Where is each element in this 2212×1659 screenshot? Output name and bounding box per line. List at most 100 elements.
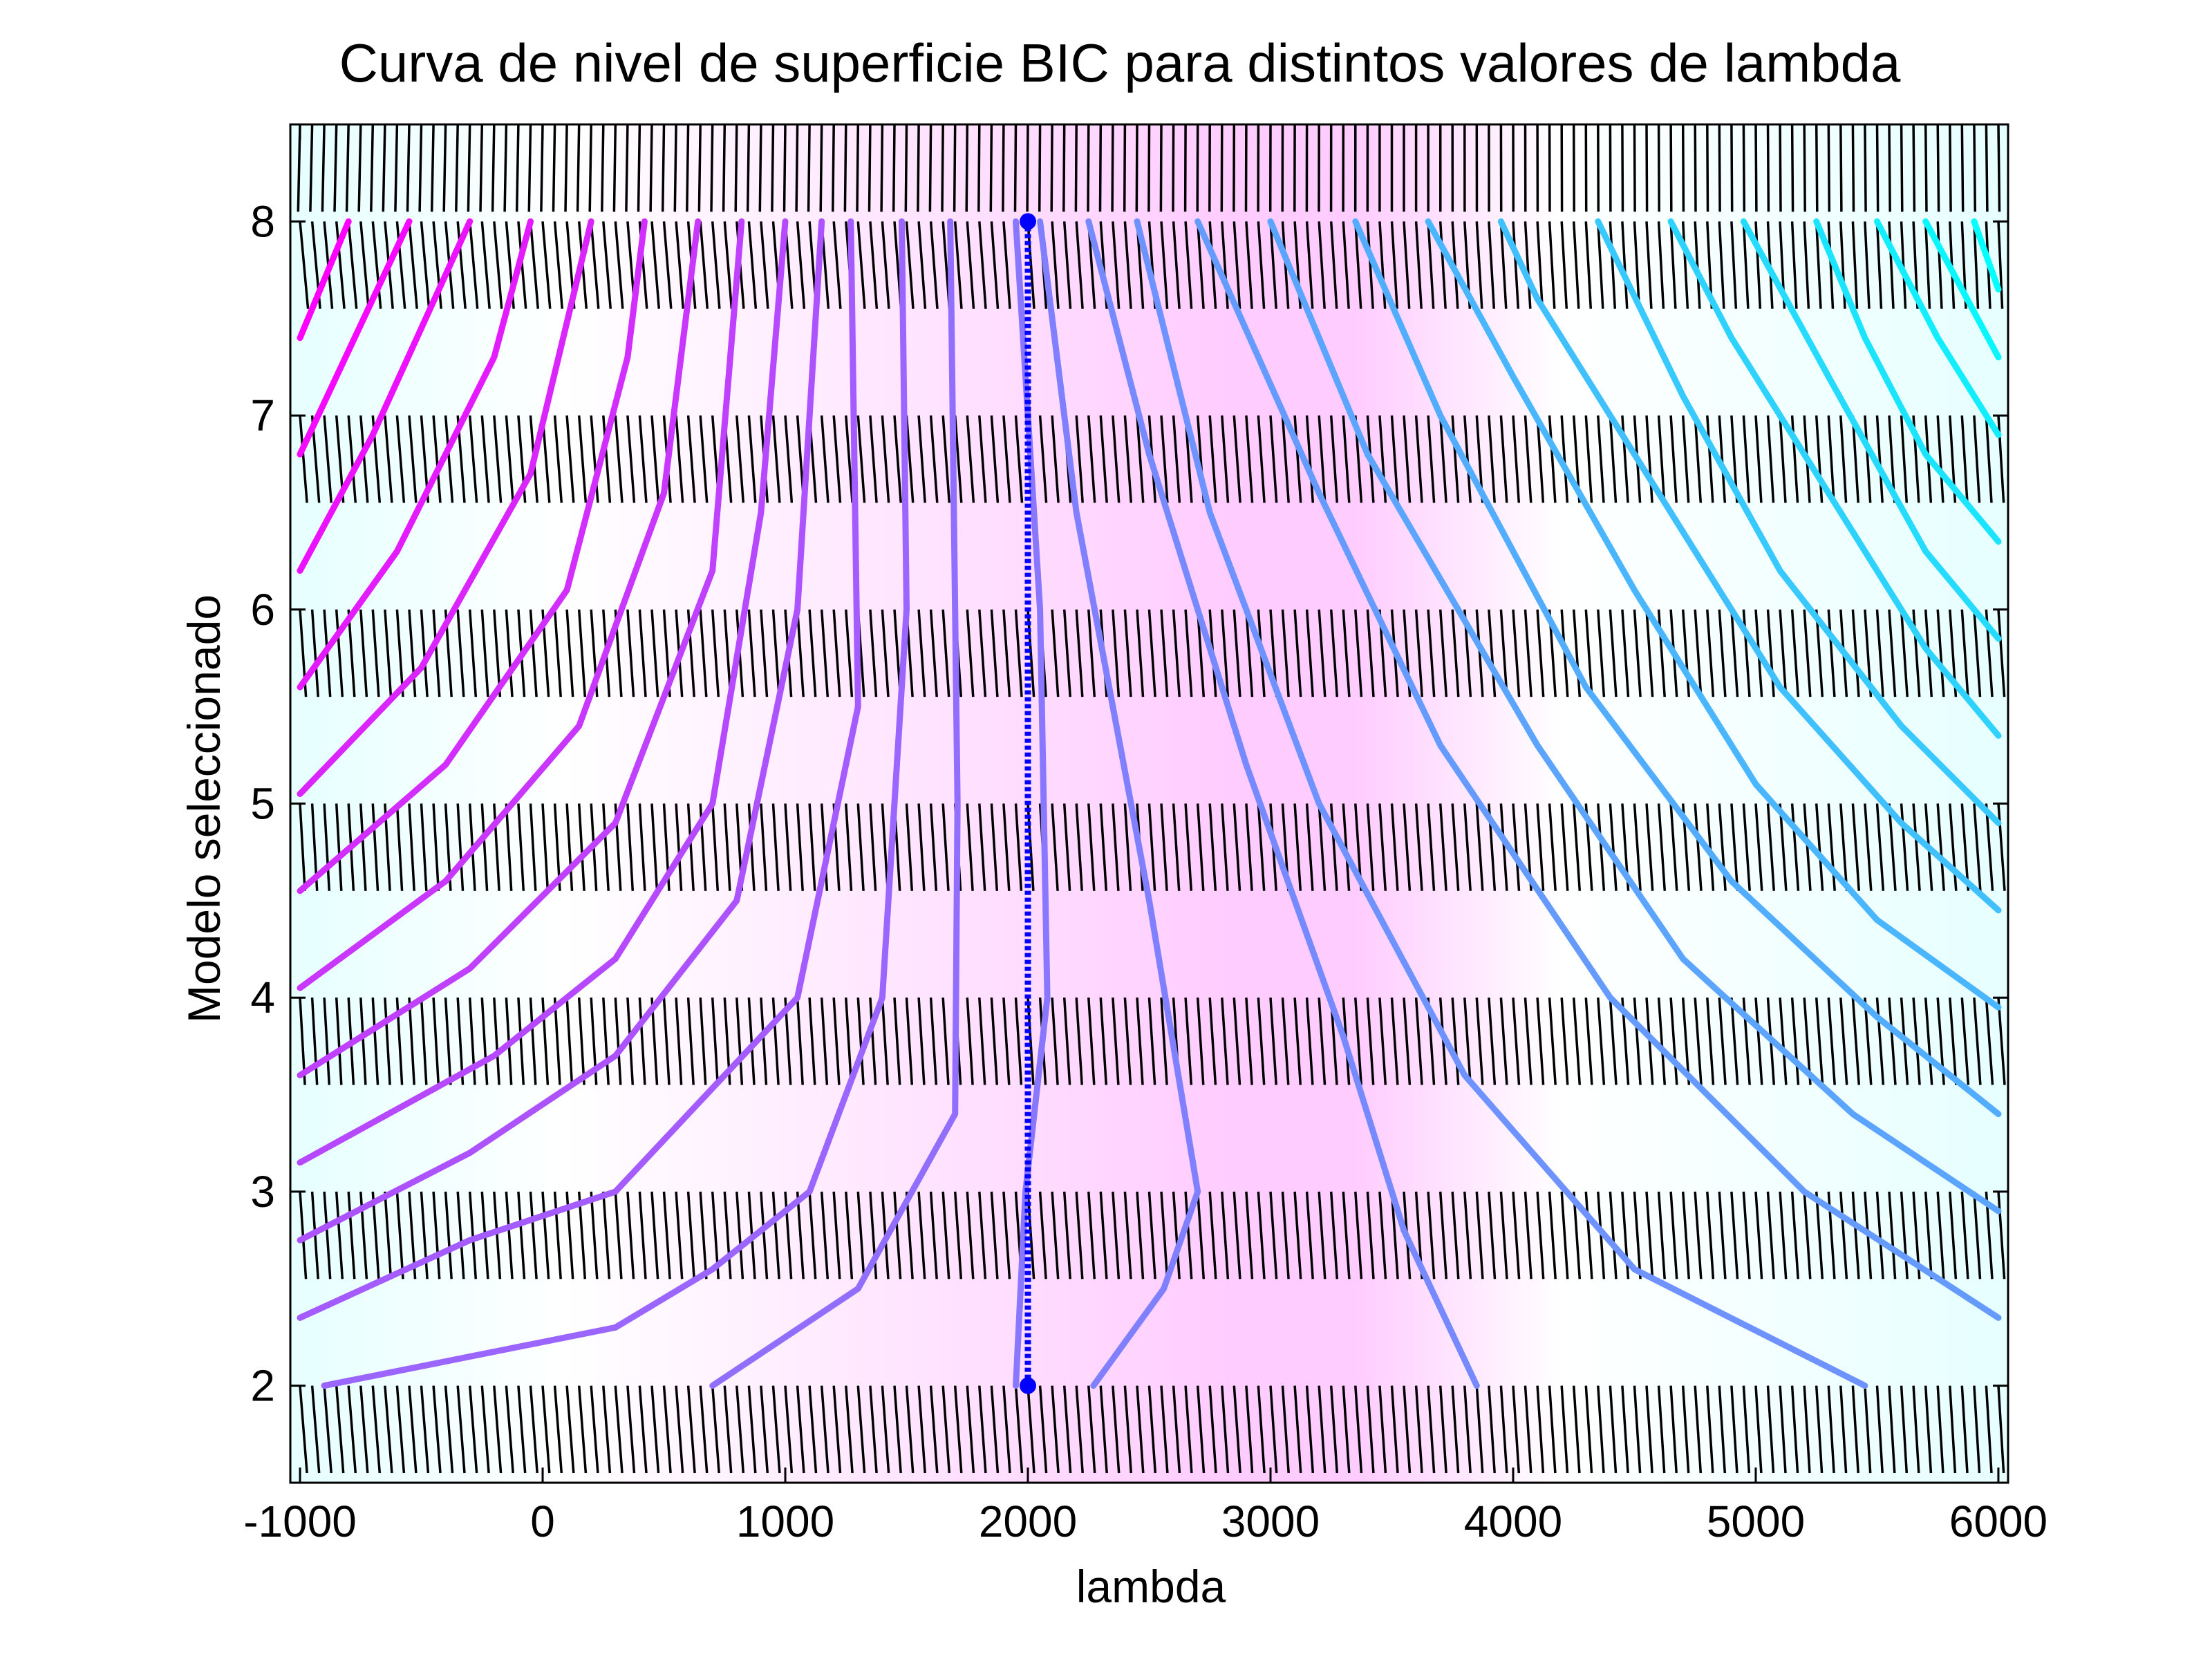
quiver-arrow [590, 1385, 599, 1474]
quiver-arrow [1075, 221, 1084, 309]
quiver-arrow [1779, 997, 1788, 1085]
quiver-arrow [1827, 609, 1836, 697]
quiver-arrow [1111, 124, 1114, 212]
quiver-arrow [1681, 609, 1691, 697]
quiver-arrow [1220, 124, 1224, 212]
quiver-arrow [1997, 415, 2005, 503]
quiver-arrow [1123, 415, 1133, 503]
quiver-arrow [1803, 609, 1812, 697]
quiver-arrow [1099, 1191, 1108, 1280]
quiver-arrow [1985, 124, 1989, 212]
quiver-arrow [1694, 1385, 1703, 1474]
quiver-arrow [1051, 221, 1060, 309]
quiver-arrow [529, 1191, 538, 1280]
quiver-arrow [1742, 415, 1751, 503]
quiver-arrow [1839, 803, 1848, 891]
contour-line [297, 218, 825, 1244]
quiver-arrow [565, 415, 575, 503]
quiver-arrow [1754, 997, 1763, 1085]
quiver-arrow [1536, 415, 1545, 503]
quiver-arrow [1900, 415, 1909, 503]
quiver-arrow [1257, 1385, 1266, 1474]
quiver-arrow [1293, 997, 1302, 1085]
quiver-arrow [929, 997, 938, 1085]
quiver-arrow [905, 803, 914, 891]
quiver-arrow [990, 415, 1000, 503]
quiver-arrow [455, 124, 459, 212]
quiver-arrow [432, 1385, 442, 1474]
quiver-arrow [1851, 1191, 1860, 1280]
quiver-arrow [614, 1191, 623, 1280]
quiver-arrow [1232, 803, 1241, 891]
contour-line [1352, 218, 2002, 1118]
quiver-arrow [1912, 997, 1921, 1085]
contour-line [297, 218, 352, 341]
quiver-arrow [1196, 124, 1199, 212]
quiver-arrow [1232, 997, 1241, 1085]
quiver-arrow [990, 803, 999, 891]
quiver-arrow [1305, 415, 1315, 503]
quiver-arrow [626, 803, 635, 891]
quiver-arrow [370, 124, 375, 212]
quiver-arrow [1160, 1191, 1169, 1280]
quiver-arrow [990, 221, 1000, 309]
quiver-arrow [1099, 803, 1108, 891]
quiver-arrow [905, 221, 915, 309]
quiver-arrow [371, 221, 382, 309]
quiver-arrow [1221, 997, 1229, 1085]
quiver-arrow [1463, 1191, 1472, 1280]
quiver-arrow [1924, 221, 1931, 309]
quiver-arrow [1318, 415, 1327, 503]
quiver-arrow [1706, 803, 1715, 891]
quiver-arrow [905, 415, 915, 503]
quiver-arrow [845, 997, 853, 1085]
quiver-arrow [1451, 415, 1460, 503]
quiver-arrow [856, 1191, 865, 1280]
quiver-arrow [1584, 609, 1593, 697]
quiver-arrow [808, 609, 817, 697]
quiver-arrow [1524, 415, 1533, 503]
quiver-arrow [771, 803, 780, 891]
quiver-arrow [1779, 124, 1782, 212]
quiver-arrow [869, 609, 878, 697]
quiver-arrow [408, 803, 415, 891]
quiver-arrow [1864, 997, 1873, 1085]
contour-line [297, 218, 745, 1078]
quiver-arrow [1438, 1385, 1447, 1474]
quiver-arrow [675, 415, 684, 503]
quiver-arrow [796, 221, 806, 309]
quiver-arrow [760, 803, 768, 891]
quiver-arrow [675, 803, 683, 891]
quiver-arrow [1730, 997, 1739, 1085]
quiver-arrow [1184, 803, 1193, 891]
quiver-arrow [1730, 221, 1738, 309]
quiver-arrow [1669, 1385, 1678, 1474]
quiver-arrow [590, 415, 599, 503]
quiver-arrow [1184, 1385, 1193, 1474]
quiver-arrow [1257, 221, 1266, 309]
quiver-arrow [771, 124, 775, 212]
quiver-arrow [468, 221, 479, 309]
quiver-arrow [1293, 1385, 1302, 1474]
quiver-arrow [1232, 221, 1241, 309]
quiver-arrow [1706, 609, 1715, 697]
quiver-arrow [1488, 221, 1496, 309]
quiver-arrow [517, 221, 527, 309]
quiver-arrow [1342, 415, 1351, 503]
quiver-arrow [1208, 1191, 1217, 1280]
quiver-arrow [1839, 415, 1848, 503]
quiver-arrow [529, 997, 537, 1085]
quiver-arrow [1864, 124, 1867, 212]
quiver-arrow [1584, 415, 1593, 503]
quiver-arrow [686, 124, 690, 212]
quiver-arrow [1293, 609, 1302, 697]
quiver-arrow [1766, 1191, 1775, 1280]
x-tick-label: 2000 [979, 1497, 1077, 1546]
quiver-arrow [699, 1385, 709, 1474]
quiver-arrow [529, 1385, 538, 1474]
quiver-arrow [1900, 1191, 1909, 1280]
quiver-arrow [1597, 221, 1604, 309]
quiver-arrow [820, 997, 829, 1085]
quiver-arrow [430, 124, 435, 212]
